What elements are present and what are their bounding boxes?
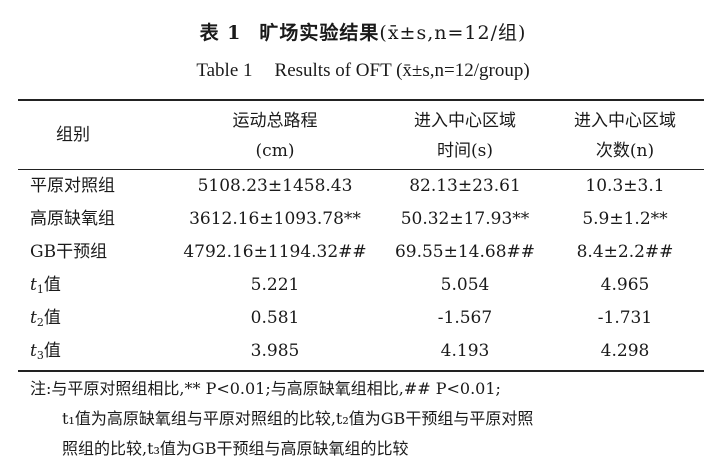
- header-distance: 运动总路程 (cm): [170, 106, 380, 166]
- row-t1-var: t: [30, 275, 37, 295]
- row-t1-group: t1值: [30, 274, 61, 301]
- row-t3-group: t3值: [30, 340, 61, 367]
- header-center-count-line2: 次数(n): [595, 141, 655, 161]
- header-center-time-line2: 时间(s): [437, 141, 493, 161]
- table-condition-cn: (x̄±s,n=12/组): [379, 22, 527, 44]
- row-t1-distance: 5.221: [250, 275, 300, 295]
- table-bottom-rule: [18, 370, 704, 372]
- row-t1-suffix: 值: [43, 275, 61, 295]
- header-group-label: 组别: [56, 125, 90, 145]
- table-note-line-2: t₁值为高原缺氧组与平原对照组的比较,t₂值为GB干预组与平原对照: [62, 409, 534, 428]
- row-2-group: 高原缺氧组: [30, 209, 115, 229]
- table-header-rule: [18, 169, 704, 170]
- header-center-time-line1: 进入中心区域: [414, 111, 516, 131]
- header-center-count: 进入中心区域 次数(n): [545, 106, 705, 166]
- row-t3-time: 4.193: [440, 341, 490, 361]
- row-2-distance: 3612.16±1093.78**: [189, 209, 361, 229]
- table-condition-en: (x̄±s,n=12/group): [396, 60, 530, 81]
- header-distance-line2: (cm): [255, 141, 295, 161]
- table-number-en: Table 1: [196, 60, 253, 81]
- row-t1-time: 5.054: [440, 275, 490, 295]
- header-distance-line1: 运动总路程: [232, 111, 318, 131]
- row-t2-sub: 2: [36, 316, 44, 329]
- row-t3-suffix: 值: [43, 341, 61, 361]
- row-t3-sub: 3: [36, 349, 44, 362]
- table-top-rule: [18, 99, 704, 101]
- row-1-time: 82.13±23.61: [409, 176, 521, 196]
- row-3-time: 69.55±14.68##: [394, 242, 536, 262]
- table-number-cn: 表 1: [199, 22, 242, 44]
- row-t2-group: t2值: [30, 307, 61, 334]
- table-title-en: Table 1 Results of OFT (x̄±s,n=12/group): [0, 60, 720, 82]
- row-1-group: 平原对照组: [30, 176, 115, 196]
- row-t3-count: 4.298: [600, 341, 650, 361]
- row-t2-distance: 0.581: [250, 308, 300, 328]
- row-t2-time: -1.567: [437, 308, 493, 328]
- header-center-time: 进入中心区域 时间(s): [380, 106, 550, 166]
- row-3-count: 8.4±2.2##: [576, 242, 674, 262]
- table-note-line-1: 注:与平原对照组相比,** P<0.01;与高原缺氧组相比,## P<0.01;: [30, 379, 501, 398]
- row-1-count: 10.3±3.1: [585, 176, 665, 196]
- row-t2-count: -1.731: [597, 308, 653, 328]
- row-3-distance: 4792.16±1194.32##: [183, 242, 367, 262]
- table-title-text-en: Results of OFT: [274, 60, 392, 81]
- row-t1-sub: 1: [36, 283, 44, 296]
- row-t1-count: 4.965: [600, 275, 650, 295]
- row-t2-var: t: [30, 308, 37, 328]
- row-3-group: GB干预组: [30, 242, 108, 262]
- row-t3-var: t: [30, 341, 37, 361]
- row-2-time: 50.32±17.93**: [400, 209, 530, 229]
- row-2-count: 5.9±1.2**: [582, 209, 668, 229]
- row-t3-distance: 3.985: [250, 341, 300, 361]
- table-title-cn: 表 1 旷场实验结果(x̄±s,n=12/组): [0, 18, 720, 45]
- header-center-count-line1: 进入中心区域: [574, 111, 676, 131]
- row-1-distance: 5108.23±1458.43: [197, 176, 353, 196]
- row-t2-suffix: 值: [43, 308, 61, 328]
- table-title-text-cn: 旷场实验结果: [259, 22, 380, 44]
- table-note-line-3: 照组的比较,t₃值为GB干预组与高原缺氧组的比较: [62, 439, 409, 458]
- header-group: 组别: [18, 120, 128, 150]
